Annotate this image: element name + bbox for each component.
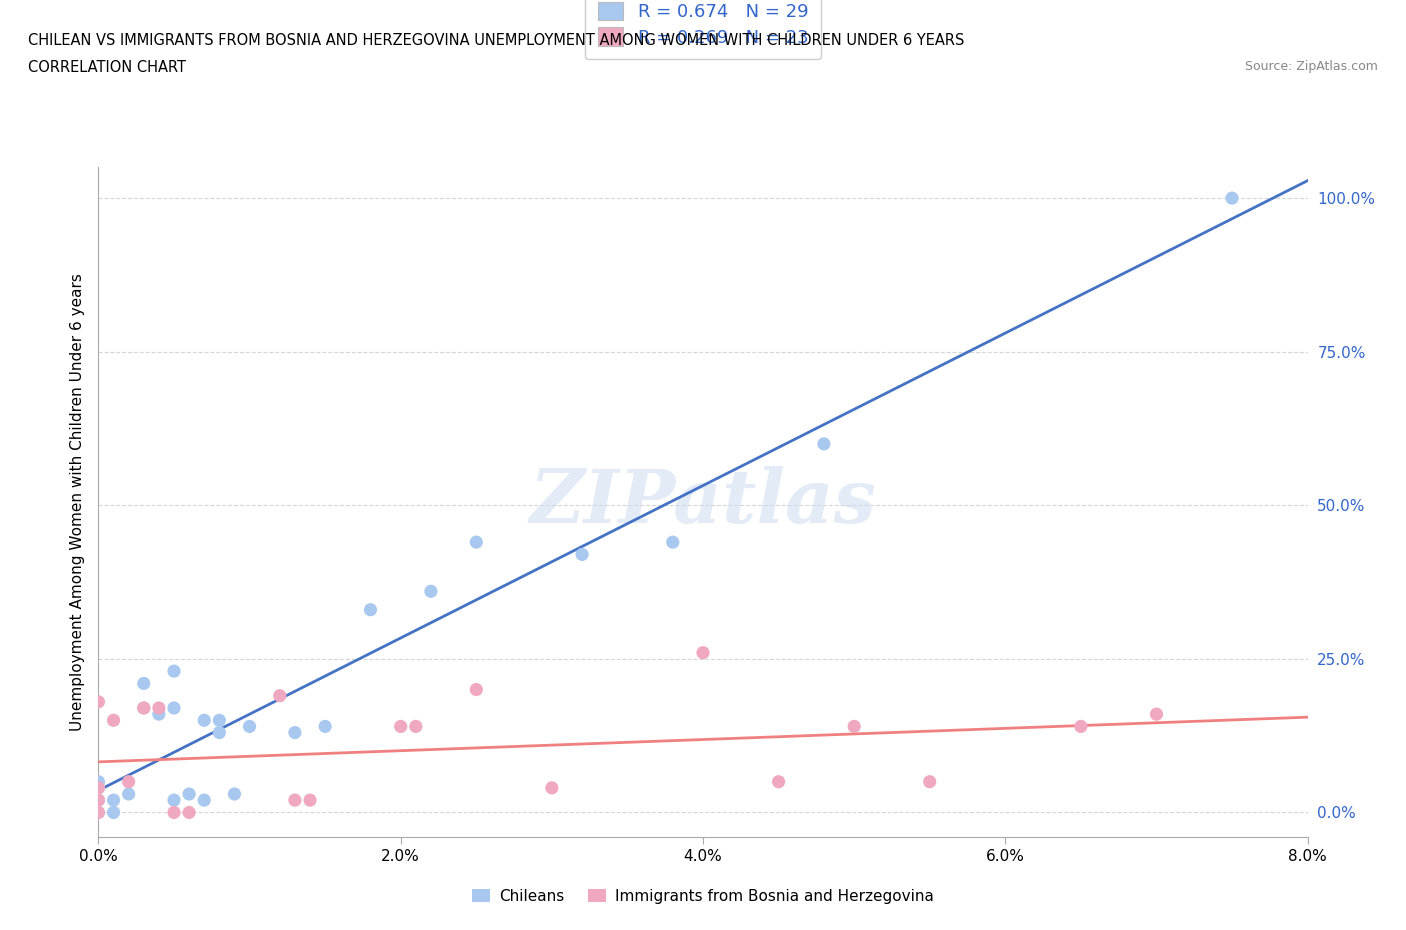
Point: [179, 787, 201, 802]
Point: [148, 707, 170, 722]
Point: [465, 682, 488, 697]
Legend: Chileans, Immigrants from Bosnia and Herzegovina: Chileans, Immigrants from Bosnia and Her…: [465, 883, 941, 910]
Point: [103, 792, 125, 807]
Point: [1220, 191, 1243, 206]
Point: [813, 436, 835, 451]
Point: [661, 535, 683, 550]
Point: [239, 719, 262, 734]
Point: [193, 792, 215, 807]
Point: [118, 787, 141, 802]
Point: [224, 787, 246, 802]
Point: [87, 792, 110, 807]
Point: [87, 775, 110, 790]
Point: [419, 584, 441, 599]
Y-axis label: Unemployment Among Women with Children Under 6 years: Unemployment Among Women with Children U…: [69, 273, 84, 731]
Point: [87, 805, 110, 820]
Point: [1070, 719, 1092, 734]
Point: [844, 719, 866, 734]
Point: [87, 780, 110, 795]
Point: [132, 676, 155, 691]
Point: [269, 688, 291, 703]
Point: [163, 805, 186, 820]
Point: [284, 792, 307, 807]
Point: [692, 645, 714, 660]
Point: [918, 775, 941, 790]
Point: [148, 700, 170, 715]
Point: [284, 725, 307, 740]
Point: [1144, 707, 1167, 722]
Point: [208, 725, 231, 740]
Point: [405, 719, 427, 734]
Point: [103, 712, 125, 727]
Point: [540, 780, 562, 795]
Point: [314, 719, 336, 734]
Text: ZIPatlas: ZIPatlas: [530, 466, 876, 538]
Point: [103, 805, 125, 820]
Point: [768, 775, 790, 790]
Point: [87, 695, 110, 710]
Point: [389, 719, 412, 734]
Point: [163, 792, 186, 807]
Point: [299, 792, 322, 807]
Point: [87, 805, 110, 820]
Point: [132, 700, 155, 715]
Point: [359, 603, 381, 618]
Point: [179, 805, 201, 820]
Point: [87, 792, 110, 807]
Point: [163, 664, 186, 679]
Text: CHILEAN VS IMMIGRANTS FROM BOSNIA AND HERZEGOVINA UNEMPLOYMENT AMONG WOMEN WITH : CHILEAN VS IMMIGRANTS FROM BOSNIA AND HE…: [28, 33, 965, 47]
Point: [132, 700, 155, 715]
Point: [87, 780, 110, 795]
Point: [465, 535, 488, 550]
Point: [208, 712, 231, 727]
Point: [571, 547, 593, 562]
Text: Source: ZipAtlas.com: Source: ZipAtlas.com: [1244, 60, 1378, 73]
Point: [118, 775, 141, 790]
Point: [163, 700, 186, 715]
Text: CORRELATION CHART: CORRELATION CHART: [28, 60, 186, 75]
Point: [193, 712, 215, 727]
